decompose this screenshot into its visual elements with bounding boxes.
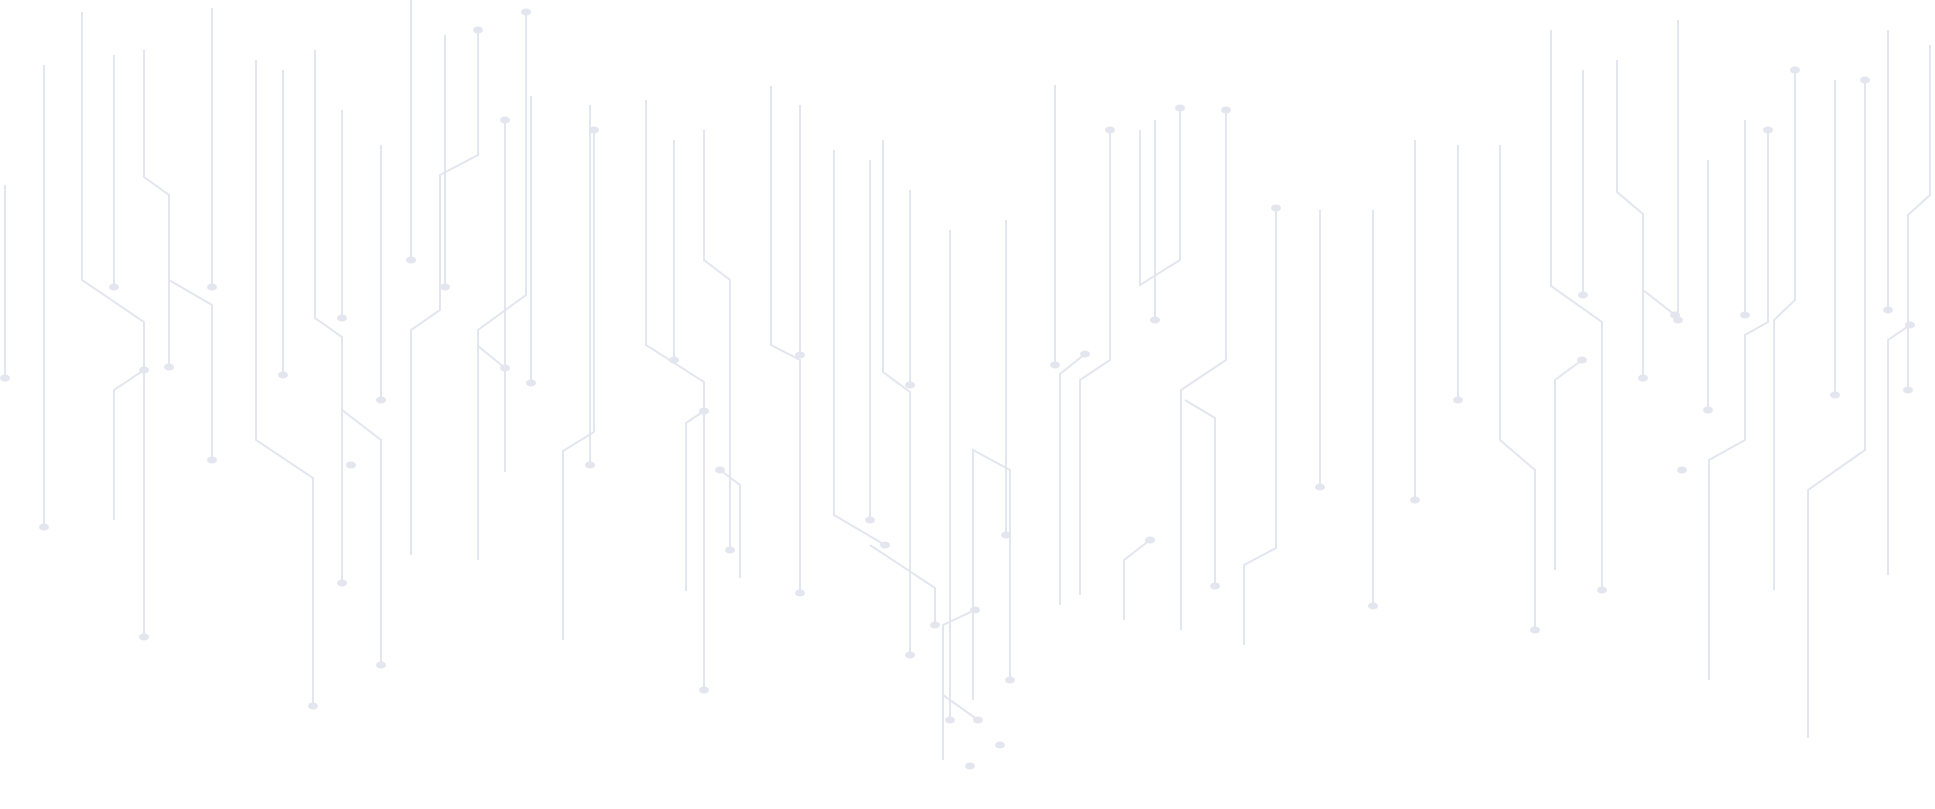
circuit-trace bbox=[1180, 106, 1231, 630]
circuit-trace bbox=[1079, 126, 1115, 595]
circuit-trace bbox=[81, 12, 149, 641]
circuit-trace bbox=[1887, 321, 1915, 575]
circuit-pad bbox=[965, 762, 975, 770]
circuit-trace bbox=[972, 448, 1015, 700]
circuit-trace bbox=[1773, 66, 1800, 590]
circuit-trace bbox=[703, 130, 735, 554]
circuit-pads bbox=[346, 461, 1687, 770]
circuit-trace bbox=[1554, 356, 1587, 570]
circuit-trace bbox=[715, 466, 741, 578]
circuit-trace bbox=[168, 279, 217, 464]
circuit-trace bbox=[1184, 399, 1220, 590]
circuit-trace bbox=[410, 26, 483, 555]
circuit-trace bbox=[1903, 45, 1931, 394]
circuit-trace bbox=[1616, 60, 1648, 382]
circuit-trace bbox=[314, 50, 347, 587]
circuit-trace bbox=[869, 544, 940, 629]
circuit-trace bbox=[1243, 204, 1281, 645]
circuit-trace bbox=[833, 150, 890, 549]
circuit-trace bbox=[255, 60, 318, 710]
circuit-trace bbox=[942, 694, 983, 724]
circuit-trace bbox=[477, 8, 531, 560]
circuit-pad bbox=[1677, 466, 1687, 474]
circuit-trace bbox=[685, 407, 709, 591]
circuit-trace bbox=[1059, 350, 1090, 605]
circuit-trace bbox=[1708, 126, 1773, 680]
circuit-trace bbox=[1123, 536, 1155, 620]
circuit-trace bbox=[1807, 76, 1870, 738]
circuit-trace bbox=[942, 606, 980, 760]
circuit-trace bbox=[770, 86, 805, 597]
circuit-trace bbox=[1642, 289, 1680, 319]
circuit-trace bbox=[341, 409, 386, 669]
circuit-trace bbox=[113, 366, 149, 520]
circuit-trace bbox=[1550, 30, 1607, 594]
circuit-pad bbox=[995, 741, 1005, 749]
circuit-trace bbox=[562, 126, 599, 640]
circuit-trace bbox=[645, 100, 709, 694]
circuit-trace bbox=[1139, 104, 1185, 287]
circuit-trace bbox=[477, 345, 510, 372]
circuit-trace bbox=[1499, 145, 1540, 634]
circuit-trace bbox=[882, 140, 915, 659]
circuit-pad bbox=[346, 461, 356, 469]
circuit-traces bbox=[0, 0, 1931, 760]
circuit-trace bbox=[143, 50, 174, 371]
